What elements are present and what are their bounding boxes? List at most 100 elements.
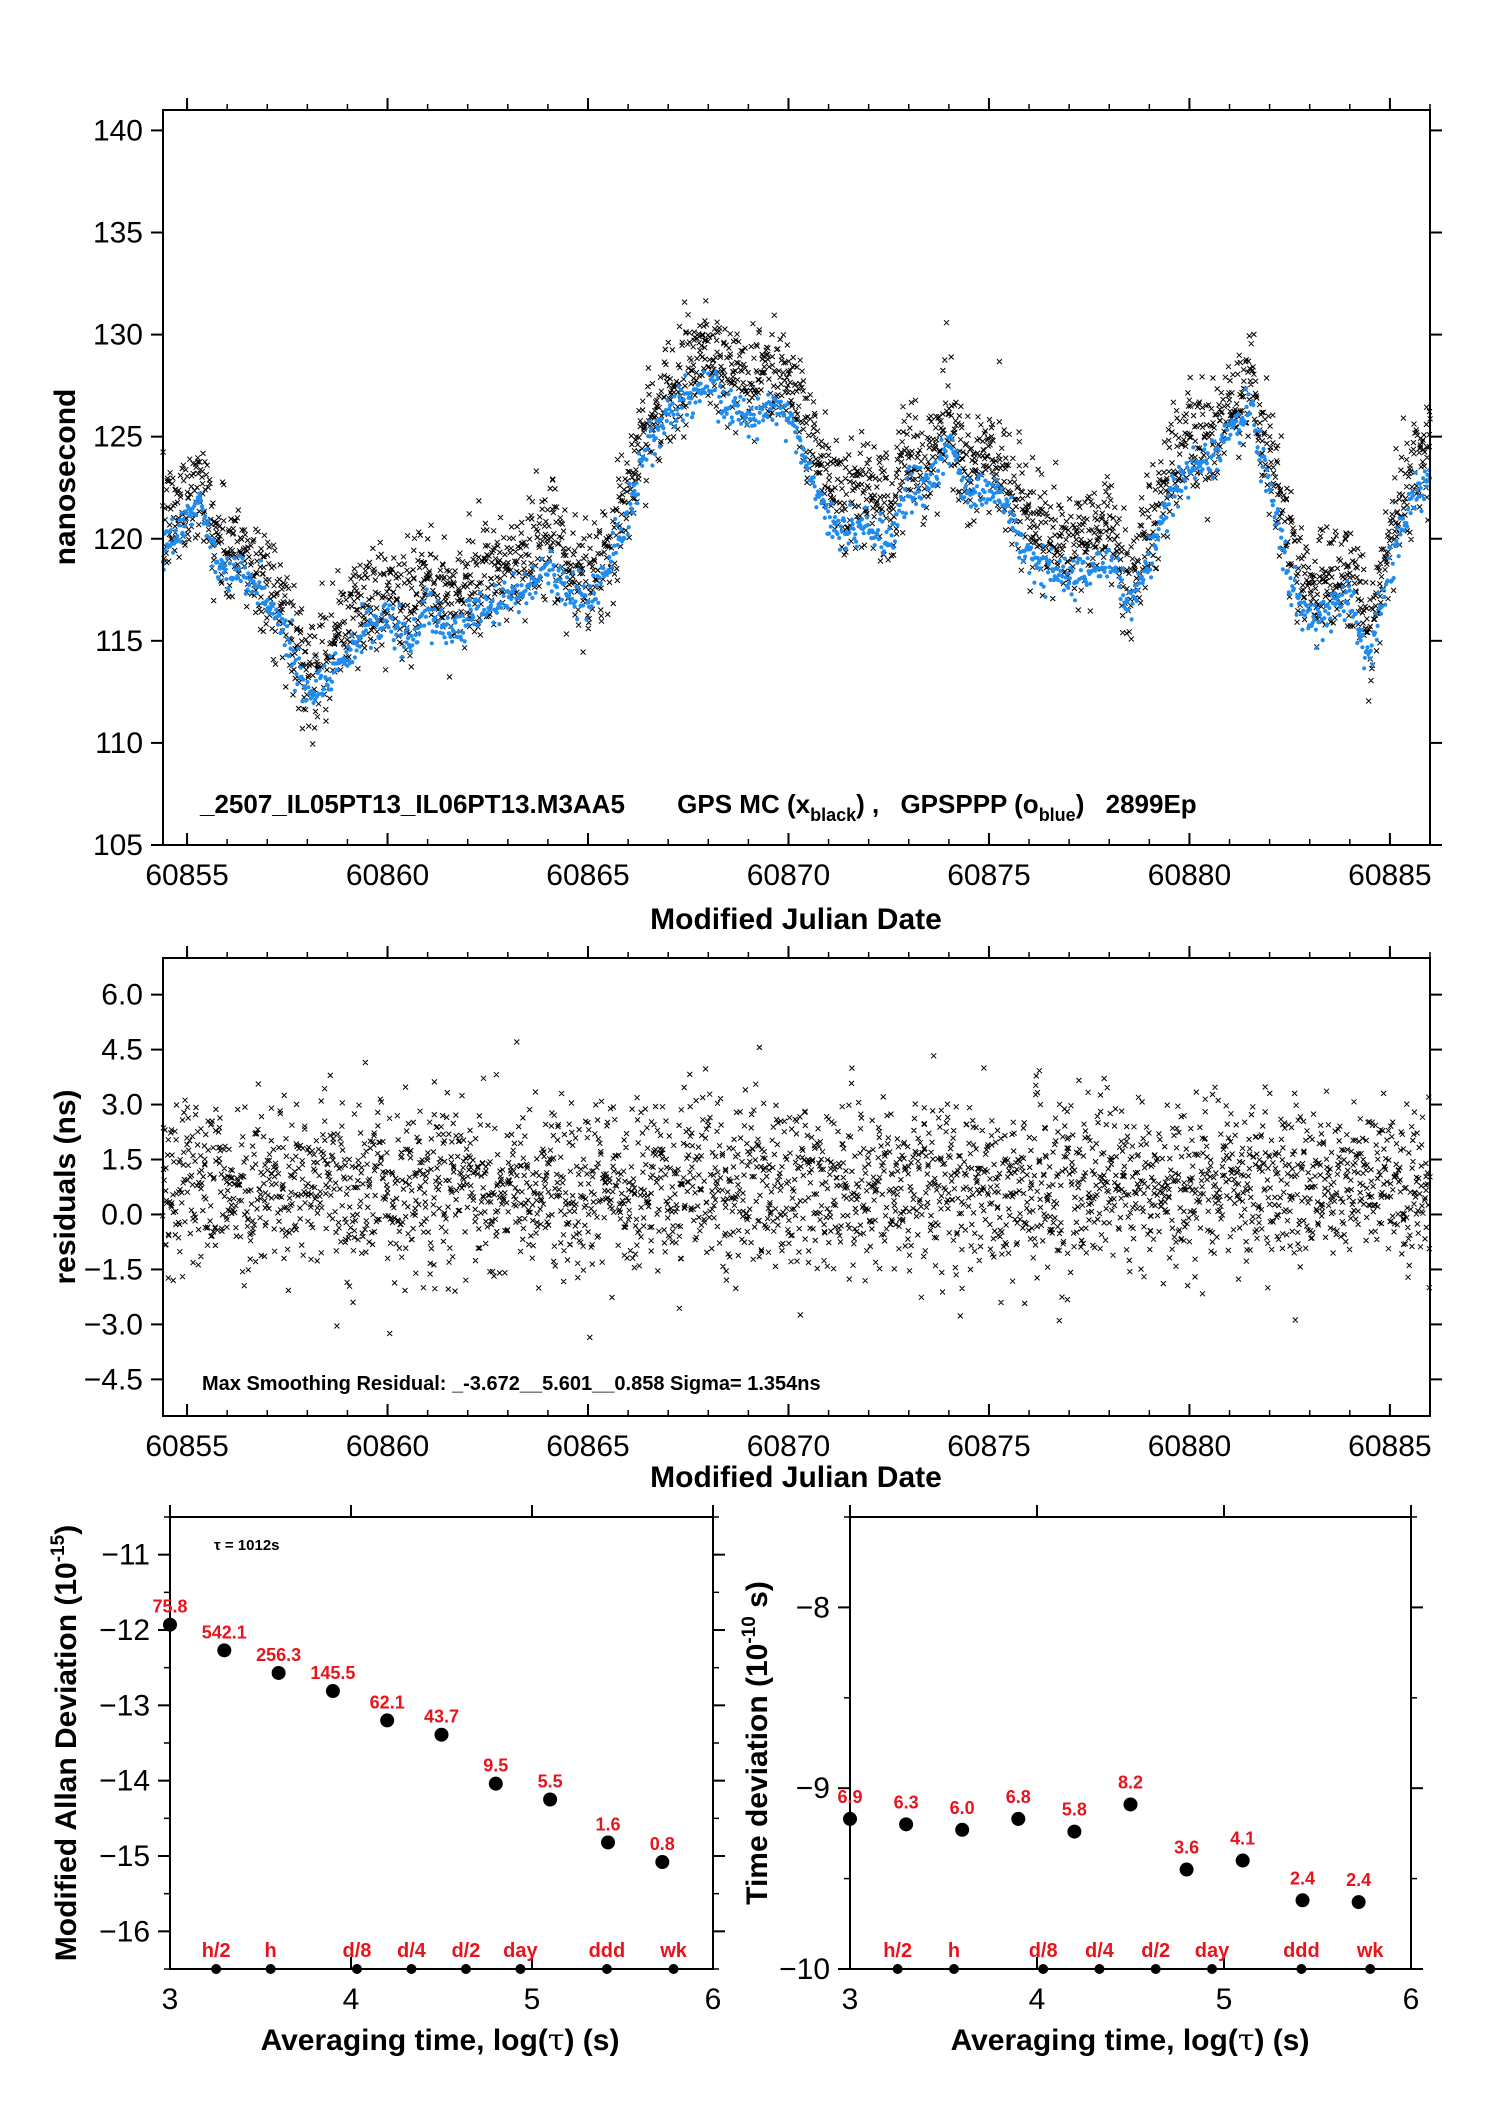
gpsppp-point (1381, 587, 1386, 592)
gpsppp-point (537, 573, 543, 579)
gpsppp-point (683, 373, 688, 378)
residual-marks (159, 1039, 1433, 1341)
gpsppp-point (275, 622, 281, 627)
time-series-frame (162, 109, 1431, 846)
gpsppp-point (1370, 662, 1375, 667)
gpsppp-point (645, 446, 650, 452)
x-tick-label: 60865 (546, 859, 629, 892)
gpsppp-point (1062, 556, 1067, 561)
gpsppp-point (1341, 609, 1346, 614)
gpsppp-point (1340, 584, 1345, 590)
gpsppp-point (680, 418, 685, 423)
x-tick-label: 60860 (346, 859, 429, 892)
gpsppp-point (255, 601, 260, 606)
gpsppp-point (1415, 488, 1420, 493)
gpsppp-point (564, 575, 570, 580)
y-tick-label: 120 (93, 523, 143, 556)
y-tick-label: 140 (93, 114, 143, 147)
gpsppp-point (163, 548, 168, 553)
gpsppp-point (614, 522, 620, 528)
gpsppp-point (1057, 558, 1062, 564)
gpsppp-point (193, 512, 199, 518)
gpsppp-point (1367, 656, 1373, 661)
gpsppp-point (926, 486, 931, 492)
gpsppp-point (175, 534, 180, 539)
gpsppp-point (1374, 637, 1379, 642)
gpsppp-point (556, 568, 561, 573)
gpsppp-point (973, 490, 978, 495)
gpsppp-point (286, 636, 291, 641)
mdev-xlabel-prefix: Averaging time, log( (261, 2024, 548, 2057)
deviation-point (1351, 1895, 1366, 1910)
gpsppp-point (1144, 566, 1149, 571)
gpsppp-point (379, 634, 384, 639)
gpsppp-point (396, 620, 401, 625)
gpsppp-point (1314, 645, 1319, 651)
gpsppp-point (527, 592, 532, 597)
residuals-annotation: Max Smoothing Residual: _-3.672__5.601__… (202, 1373, 821, 1395)
gpsppp-point (699, 391, 704, 396)
deviation-point (899, 1817, 914, 1832)
deviation-point (1295, 1893, 1310, 1908)
residuals-ylabel: residuals (ns) (49, 1089, 82, 1284)
gpsppp-point (1288, 576, 1293, 581)
time-series-ylabel: nanosecond (49, 389, 82, 566)
gpsppp-point (705, 384, 710, 389)
gpsppp-point (626, 525, 631, 530)
gpsppp-point (628, 501, 633, 506)
time-marker-label: ddd (1283, 1940, 1320, 1962)
gpsppp-point (911, 495, 916, 500)
gpsppp-point (1041, 584, 1046, 589)
gpsppp-point (993, 485, 998, 491)
deviation-point (1235, 1853, 1250, 1868)
gpsppp-point (876, 528, 881, 533)
gpsppp-point (601, 566, 606, 571)
gpsppp-point (943, 449, 948, 454)
gpsppp-point (417, 631, 422, 636)
gpsppp-point (944, 454, 949, 459)
gpsppp-point (1252, 423, 1257, 428)
gpsppp-point (698, 381, 703, 386)
gpsppp-point (1141, 577, 1146, 582)
gpsppp-point (1360, 645, 1365, 650)
gpsppp-point (1322, 616, 1327, 621)
gpsppp-point (292, 688, 297, 693)
gpsppp-point (925, 476, 931, 481)
gpsppp-point (244, 575, 249, 580)
gpsppp-point (262, 585, 267, 590)
gpsppp-point (1192, 476, 1198, 481)
gpsppp-point (1422, 469, 1427, 474)
gpsppp-point (716, 419, 721, 424)
gpsppp-point (1155, 537, 1160, 542)
gpsppp-point (1405, 524, 1410, 529)
point-label: 0.8 (650, 1834, 675, 1854)
gpsppp-point (919, 496, 924, 501)
gpsppp-point (748, 412, 753, 417)
gpsppp-point (1297, 592, 1302, 597)
gpsppp-point (1369, 643, 1374, 648)
gpsppp-point (471, 615, 476, 620)
time-marker-label: day (1195, 1940, 1230, 1962)
gpsppp-point (1069, 592, 1074, 597)
gpsppp-point (1009, 494, 1014, 500)
gpsppp-point (583, 593, 588, 598)
gpsppp-point (1115, 569, 1120, 574)
gpsppp-point (1422, 497, 1427, 502)
gpsppp-point (488, 607, 493, 612)
gpsppp-point (445, 615, 450, 620)
gpsppp-point (411, 637, 416, 642)
gpsppp-point (203, 514, 208, 519)
gpsppp-point (826, 509, 831, 514)
gpsppp-point (949, 446, 954, 451)
gpsppp-point (876, 537, 882, 542)
gpsppp-point (384, 618, 389, 623)
gpsppp-point (442, 635, 447, 640)
gpsppp-point (880, 519, 885, 524)
gpsppp-point (569, 589, 574, 594)
gpsppp-point (736, 417, 741, 422)
gpsppp-point (233, 567, 238, 572)
gpsppp-point (1032, 580, 1037, 585)
gpsppp-point (858, 523, 863, 528)
gpsppp-point (311, 700, 316, 706)
gpsppp-point (667, 406, 672, 411)
